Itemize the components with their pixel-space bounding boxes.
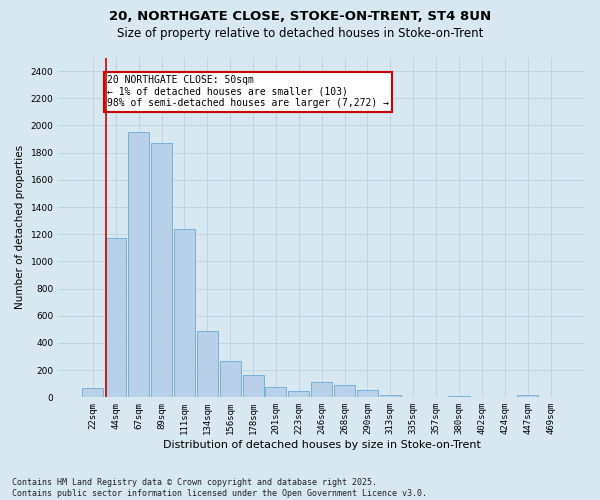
Text: 20, NORTHGATE CLOSE, STOKE-ON-TRENT, ST4 8UN: 20, NORTHGATE CLOSE, STOKE-ON-TRENT, ST4… <box>109 10 491 23</box>
Bar <box>448 396 470 398</box>
Bar <box>357 390 378 398</box>
Bar <box>403 396 424 398</box>
X-axis label: Distribution of detached houses by size in Stoke-on-Trent: Distribution of detached houses by size … <box>163 440 481 450</box>
Bar <box>380 394 401 398</box>
Bar <box>517 396 538 398</box>
Bar <box>288 390 310 398</box>
Bar <box>151 143 172 398</box>
Text: 20 NORTHGATE CLOSE: 50sqm
← 1% of detached houses are smaller (103)
98% of semi-: 20 NORTHGATE CLOSE: 50sqm ← 1% of detach… <box>107 75 389 108</box>
Bar <box>197 330 218 398</box>
Bar <box>265 387 286 398</box>
Bar <box>311 382 332 398</box>
Text: Size of property relative to detached houses in Stoke-on-Trent: Size of property relative to detached ho… <box>117 28 483 40</box>
Bar <box>128 132 149 398</box>
Bar <box>174 229 195 398</box>
Bar <box>220 360 241 398</box>
Bar <box>242 375 263 398</box>
Bar <box>425 396 446 398</box>
Y-axis label: Number of detached properties: Number of detached properties <box>15 146 25 310</box>
Bar <box>82 388 103 398</box>
Bar <box>105 238 126 398</box>
Text: Contains HM Land Registry data © Crown copyright and database right 2025.
Contai: Contains HM Land Registry data © Crown c… <box>12 478 427 498</box>
Bar <box>334 385 355 398</box>
